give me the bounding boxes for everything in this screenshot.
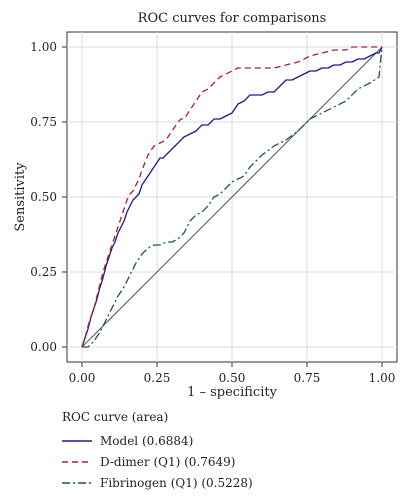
legend-label: Model (0.6884)	[100, 433, 194, 448]
x-tick-label: 1.00	[369, 371, 396, 385]
y-tick-label: 0.25	[30, 265, 57, 279]
chart-title: ROC curves for comparisons	[138, 11, 327, 26]
legend-label: Fibrinogen (Q1) (0.5228)	[100, 475, 253, 490]
reference-diagonal	[81, 46, 383, 348]
legend-label: D-dimer (Q1) (0.7649)	[100, 454, 236, 469]
legend: ROC curve (area) Model (0.6884) D-dimer (…	[62, 410, 253, 493]
x-tick-label: 0.25	[144, 371, 171, 385]
legend-items: Model (0.6884) D-dimer (Q1) (0.7649) Fibri…	[62, 430, 253, 493]
series-lines	[81, 46, 383, 348]
reference-line	[81, 46, 383, 348]
y-tick-label: 0.75	[30, 115, 57, 129]
legend-item: Model (0.6884)	[62, 430, 253, 451]
legend-title: ROC curve (area)	[62, 410, 169, 424]
x-axis-ticks: 0.00 0.25 0.50 0.75 1.00	[69, 362, 396, 385]
y-tick-label: 0.50	[30, 190, 57, 204]
legend-swatch	[62, 460, 92, 463]
x-axis-label: 1 – specificity	[187, 385, 277, 400]
legend-swatch	[62, 439, 92, 442]
legend-item: D-dimer (Q1) (0.7649)	[62, 451, 253, 472]
x-tick-label: 0.00	[69, 371, 96, 385]
y-axis-ticks: 0.00 0.25 0.50 0.75 1.00	[30, 40, 67, 354]
y-axis-label: Sensitivity	[13, 162, 28, 232]
x-tick-label: 0.50	[219, 371, 246, 385]
roc-series-line-2	[82, 46, 383, 348]
y-tick-label: 0.00	[30, 340, 57, 354]
y-tick-label: 1.00	[30, 40, 57, 54]
x-tick-label: 0.75	[294, 371, 321, 385]
roc-series-line-0	[81, 46, 383, 348]
legend-swatch	[62, 481, 92, 484]
roc-series-line-1	[81, 46, 382, 348]
roc-chart: ROC curves for comparisons 0.00 0.25 0.50 0…	[13, 11, 398, 400]
grid-lines	[67, 32, 397, 362]
legend-item: Fibrinogen (Q1) (0.5228)	[62, 472, 253, 493]
